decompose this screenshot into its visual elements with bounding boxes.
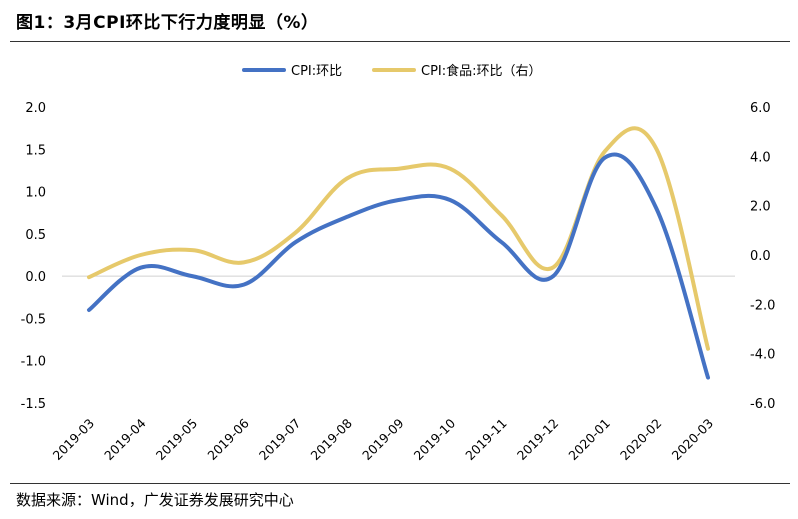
y-right-tick-label: -2.0 — [750, 298, 775, 313]
series-line-cpi-mom — [87, 152, 710, 380]
legend-label: CPI:食品:环比（右） — [421, 63, 542, 79]
x-tick-label: 2019-05 — [153, 416, 201, 464]
x-tick-label: 2020-02 — [617, 416, 665, 464]
y-right-tick-label: 0.0 — [750, 249, 771, 264]
y-right-tick-label: 6.0 — [750, 101, 771, 116]
legend-label: CPI:环比 — [291, 64, 342, 79]
series-line-food-cpi-mom — [87, 126, 710, 351]
x-tick-label: 2019-06 — [204, 415, 252, 463]
y-left-tick-label: 2.0 — [25, 101, 46, 116]
x-tick-label: 2019-07 — [256, 416, 304, 464]
x-tick-label: 2019-09 — [359, 415, 407, 463]
x-tick-label: 2019-11 — [462, 416, 510, 464]
y-left-tick-label: 0.0 — [25, 270, 46, 285]
y-left-tick-label: 1.0 — [25, 186, 46, 201]
x-tick-label: 2020-01 — [565, 416, 613, 464]
y-left-tick-label: -1.5 — [21, 397, 46, 412]
x-tick-label: 2019-10 — [411, 415, 459, 463]
source-note: 数据来源：Wind，广发证券发展研究中心 — [16, 491, 294, 509]
x-tick-label: 2019-12 — [514, 416, 562, 464]
x-tick-label: 2019-04 — [101, 415, 149, 463]
y-right-tick-label: 4.0 — [750, 150, 771, 165]
y-left-tick-label: 1.5 — [25, 143, 46, 158]
y-left-tick-label: -0.5 — [21, 312, 46, 327]
y-left-tick-label: -1.0 — [21, 355, 46, 370]
y-left-tick-label: 0.5 — [25, 228, 46, 243]
x-tick-label: 2019-03 — [50, 416, 98, 464]
title-divider — [10, 41, 790, 42]
x-tick-label: 2019-08 — [307, 415, 355, 463]
y-right-tick-label: -6.0 — [750, 397, 775, 412]
source-divider — [10, 483, 790, 484]
x-tick-label: 2020-03 — [669, 416, 717, 464]
y-right-tick-label: 2.0 — [750, 200, 771, 215]
y-right-tick-label: -4.0 — [750, 348, 775, 363]
figure-title: 图1：3月CPI环比下行力度明显（%） — [16, 13, 319, 33]
